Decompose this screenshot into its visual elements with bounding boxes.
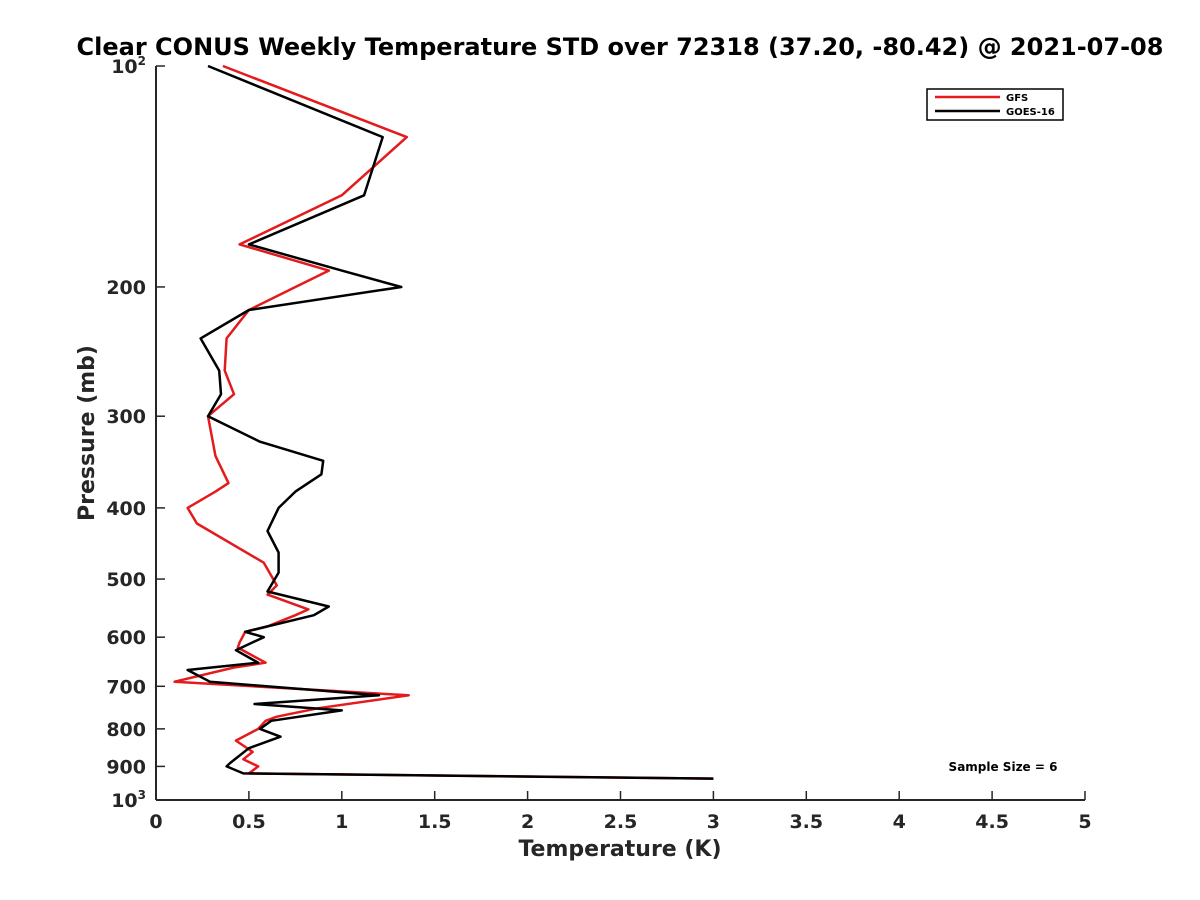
y-axis-label: Pressure (mb)	[75, 345, 100, 521]
sample-size-annotation: Sample Size = 6	[949, 760, 1058, 774]
x-tick-label: 4	[893, 811, 906, 833]
y-tick-label: 900	[106, 756, 146, 778]
x-tick-label: 2	[521, 811, 534, 833]
x-tick-label: 2.5	[604, 811, 638, 833]
legend-box	[926, 88, 1064, 121]
x-tick-label: 0.5	[232, 811, 266, 833]
plot-area: 0 0.5 1 1.5 2 2.5 3 3.5 4 4.5 5 102 200 300 400 500 600…	[106, 54, 1091, 833]
x-tick-label: 5	[1078, 811, 1091, 833]
x-tick-label: 3.5	[789, 811, 823, 833]
y-tick-label: 600	[106, 627, 146, 649]
legend-label-goes16: GOES-16	[1006, 107, 1055, 118]
legend-label-gfs: GFS	[1006, 93, 1028, 104]
x-tick-label: 4.5	[975, 811, 1009, 833]
y-tick-label: 800	[106, 719, 146, 741]
y-tick-label: 200	[106, 277, 146, 299]
y-tick-label: 300	[106, 406, 146, 428]
y-tick-label: 700	[106, 676, 146, 698]
x-tick-label: 1	[335, 811, 348, 833]
series-group	[173, 64, 714, 780]
y-tick-label: 400	[106, 498, 146, 520]
y-tick-label: 103	[111, 788, 146, 812]
series-line-goes16	[186, 64, 714, 780]
y-axis-ticks: 102 200 300 400 500 600 700 800 900 103	[106, 54, 165, 812]
y-tick-label: 102	[111, 54, 146, 78]
series-line-gfs	[173, 64, 714, 780]
x-tick-label: 0	[149, 811, 162, 833]
x-axis-label: Temperature (K)	[518, 837, 721, 862]
x-tick-label: 1.5	[418, 811, 452, 833]
x-axis-ticks: 0 0.5 1 1.5 2 2.5 3 3.5 4 4.5 5	[149, 791, 1092, 833]
plot-background	[156, 66, 1085, 800]
chart-title: Clear CONUS Weekly Temperature STD over …	[77, 33, 1164, 61]
x-tick-label: 3	[707, 811, 720, 833]
legend: GFS GOES-16	[926, 88, 1064, 121]
y-tick-label: 500	[106, 569, 146, 591]
